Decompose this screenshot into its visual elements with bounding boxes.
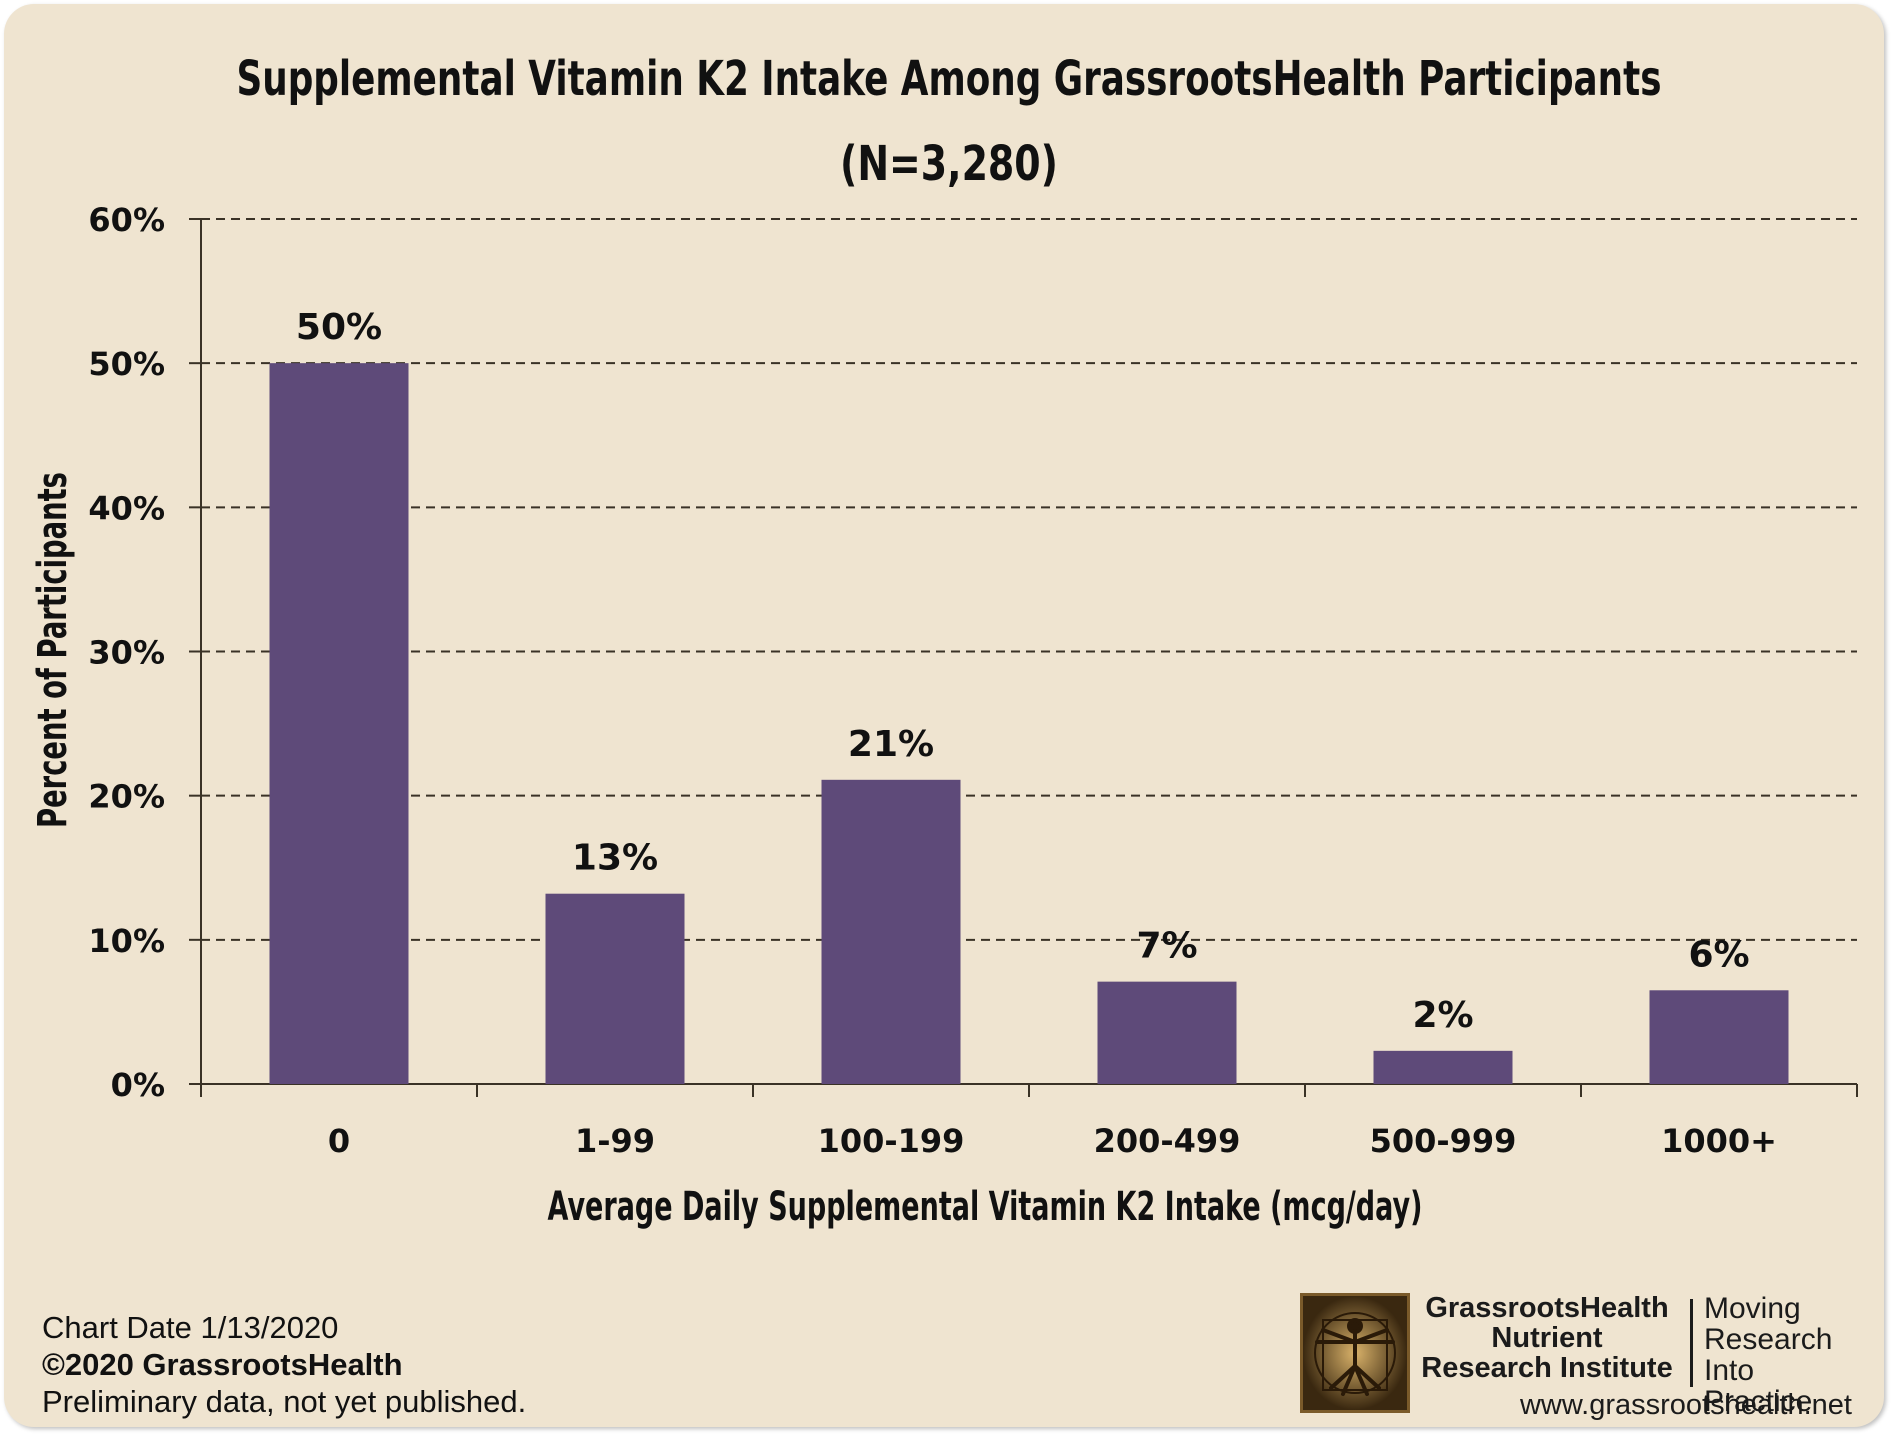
- brand-divider: [1690, 1299, 1693, 1387]
- y-tick-label: 60%: [88, 201, 165, 239]
- brand-name: GrassrootsHealth Nutrient Research Insti…: [1412, 1293, 1682, 1383]
- chart-date: Chart Date 1/13/2020: [42, 1310, 339, 1345]
- x-tick-label: 0: [328, 1122, 350, 1160]
- data-label: 7%: [1136, 926, 1197, 967]
- y-tick-label: 10%: [88, 922, 165, 960]
- y-tick-label: 0%: [111, 1066, 165, 1104]
- tagline-line: Into Practice: [1704, 1354, 1813, 1418]
- brand-block: GrassrootsHealth Nutrient Research Insti…: [1300, 1293, 1860, 1423]
- gridlines: [201, 218, 1857, 941]
- brand-name-line: Research Institute: [1421, 1352, 1673, 1384]
- y-axis: 0% 10% 20% 30% 40% 50% 60%: [88, 201, 202, 1104]
- bars: [269, 363, 1789, 1085]
- x-tick-label: 1-99: [575, 1122, 655, 1160]
- x-tick-label: 200-499: [1094, 1122, 1241, 1160]
- x-tick-label: 100-199: [818, 1122, 965, 1160]
- website-link[interactable]: www.grassrootshealth.net: [1519, 1389, 1852, 1421]
- data-label: 13%: [572, 838, 658, 879]
- data-labels: 50% 13% 21% 7% 2% 6%: [296, 307, 1750, 1036]
- bar: [821, 779, 961, 1084]
- brand-name-line: GrassrootsHealth: [1425, 1292, 1669, 1324]
- bar: [545, 893, 685, 1084]
- bar: [1649, 990, 1789, 1084]
- bar: [269, 363, 409, 1085]
- data-label: 21%: [848, 724, 934, 765]
- y-tick-label: 50%: [88, 345, 165, 383]
- chart-footer: Chart Date 1/13/2020 ©2020 GrassrootsHea…: [42, 1309, 526, 1420]
- x-axis-title: Average Daily Supplemental Vitamin K2 In…: [548, 1184, 1423, 1230]
- bar-chart: Supplemental Vitamin K2 Intake Among Gra…: [30, 51, 1858, 1230]
- chart-card: Supplemental Vitamin K2 Intake Among Gra…: [4, 4, 1884, 1427]
- y-tick-label: 30%: [88, 634, 165, 672]
- data-label: 2%: [1412, 995, 1473, 1036]
- chart-subtitle: (N=3,280): [840, 136, 1058, 192]
- x-tick-label: 1000+: [1661, 1122, 1777, 1160]
- tagline-line: Research: [1704, 1323, 1833, 1356]
- copyright: ©2020 GrassrootsHealth: [42, 1347, 403, 1382]
- data-label: 6%: [1688, 934, 1749, 975]
- x-axis: 0 1-99 100-199 200-499 500-999 1000+: [200, 1083, 1858, 1160]
- tagline-line: Moving: [1704, 1292, 1801, 1325]
- bar: [1373, 1050, 1513, 1084]
- chart-title: Supplemental Vitamin K2 Intake Among Gra…: [237, 51, 1662, 107]
- data-label: 50%: [296, 307, 382, 348]
- bar: [1097, 981, 1237, 1084]
- y-tick-label: 40%: [88, 489, 165, 527]
- vitruvian-man-icon: [1300, 1293, 1410, 1413]
- brand-name-line: Nutrient: [1491, 1322, 1603, 1354]
- publication-note: Preliminary data, not yet published.: [42, 1384, 527, 1419]
- y-tick-label: 20%: [88, 778, 165, 816]
- x-tick-label: 500-999: [1370, 1122, 1517, 1160]
- brand-tagline: Moving Research Into Practice: [1704, 1293, 1860, 1417]
- y-axis-title: Percent of Participants: [30, 472, 76, 828]
